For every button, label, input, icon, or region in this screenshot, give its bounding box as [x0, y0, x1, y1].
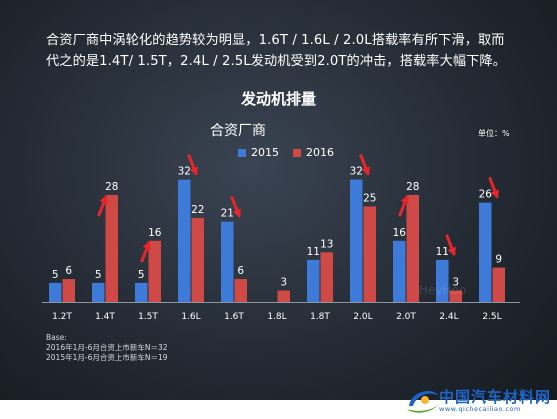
data-label-1.8L-2016: 3	[280, 277, 287, 289]
trend-arrow-2.5L	[488, 177, 500, 199]
bar-1.2T-2015	[49, 282, 62, 302]
logo-url: www.qichecailiao.com	[439, 405, 521, 413]
legend-label-2016: 2016	[306, 146, 334, 159]
legend: 2015 2016	[238, 146, 348, 159]
data-label-1.4T-2015: 5	[95, 269, 102, 281]
data-label-2.0L-2015: 32	[350, 166, 363, 178]
bar-2.5L-2016	[492, 267, 505, 302]
trend-arrow-1.5T	[140, 240, 152, 263]
trend-arrow-2.0T	[398, 195, 410, 217]
site-logo: 中国汽车材料网 www.qichecailiao.com	[405, 382, 555, 416]
bar-1.2T-2016	[62, 279, 75, 302]
unit-note: 单位：%	[478, 129, 510, 138]
tick-label-2.5L: 2.5L	[482, 312, 501, 322]
legend-item-2015: 2015	[238, 146, 279, 159]
legend-item-2016: 2016	[293, 146, 334, 159]
data-label-1.6T-2016: 6	[237, 265, 244, 277]
bar-2.4L-2016	[449, 290, 462, 302]
bar-2.0T-2015	[393, 240, 406, 302]
bar-1.8T-2015	[307, 259, 320, 302]
intro-line-1: 合资厂商中涡轮化的趋势较为明显，1.6T / 1.6L / 2.0L搭载率有所下…	[46, 33, 505, 48]
trend-arrow-1.6T	[230, 196, 242, 218]
chart-subtitle: 合资厂商	[210, 123, 266, 139]
intro-text: 合资厂商中涡轮化的趋势较为明显，1.6T / 1.6L / 2.0L搭载率有所下…	[46, 30, 536, 72]
tick-label-1.6T: 1.6T	[224, 312, 244, 322]
legend-swatch-2016	[293, 148, 301, 157]
bar-1.4T-2016	[105, 194, 118, 302]
data-label-2.0T-2016: 28	[406, 181, 419, 193]
base-note: Base: 2016年1月-6月合资上市新车N＝32 2015年1月-6月合资上…	[46, 333, 168, 363]
data-label-1.5T-2016: 16	[148, 227, 162, 239]
data-label-2.5L-2015: 26	[479, 189, 493, 201]
intro-line-2: 代之的是1.4T/ 1.5T，2.4L / 2.5L发动机受到2.0T的冲击，搭…	[46, 54, 507, 69]
base-heading: Base:	[46, 333, 67, 342]
tick-label-2.0T: 2.0T	[396, 312, 416, 322]
trend-arrow-2.4L	[445, 234, 457, 256]
legend-label-2015: 2015	[251, 146, 279, 159]
bar-1.6L-2015	[178, 179, 191, 302]
bar-1.8T-2016	[320, 252, 333, 302]
data-label-2.5L-2016: 9	[495, 254, 502, 266]
tick-label-1.8T: 1.8T	[310, 312, 330, 322]
data-label-1.2T-2016: 6	[65, 265, 72, 277]
data-label-1.2T-2015: 5	[52, 269, 59, 281]
tick-label-2.4L: 2.4L	[439, 312, 458, 322]
bar-1.6T-2016	[234, 279, 247, 302]
data-label-2.0T-2015: 16	[393, 227, 407, 239]
base-line-2: 2015年1月-6月合资上市新车N＝19	[46, 353, 168, 362]
trend-arrow-2.0L	[359, 154, 371, 176]
tick-label-1.8L: 1.8L	[267, 312, 286, 322]
data-label-1.6L-2016: 22	[191, 204, 204, 216]
data-label-2.0L-2016: 25	[363, 192, 376, 204]
bar-1.4T-2015	[92, 282, 105, 302]
data-label-1.5T-2015: 5	[138, 269, 145, 281]
tick-label-1.6L: 1.6L	[181, 312, 200, 322]
trend-arrow-1.4T	[97, 195, 109, 217]
bar-2.4L-2015	[436, 259, 449, 302]
bar-2.0L-2015	[350, 179, 363, 302]
tick-label-2.0L: 2.0L	[353, 312, 372, 322]
data-label-1.6T-2015: 21	[221, 208, 234, 220]
data-label-1.6L-2015: 32	[178, 166, 191, 178]
data-label-2.4L-2015: 11	[436, 246, 449, 258]
tick-label-1.5T: 1.5T	[138, 312, 158, 322]
logo-name: 中国汽车材料网	[439, 388, 552, 406]
legend-swatch-2015	[238, 148, 246, 157]
data-label-1.8T-2016: 13	[320, 238, 333, 250]
base-line-1: 2016年1月-6月合资上市新车N＝32	[46, 343, 168, 352]
trend-arrow-1.6L	[187, 154, 199, 176]
data-label-2.4L-2016: 3	[452, 277, 459, 289]
bar-1.6T-2015	[221, 221, 234, 302]
bar-2.0L-2016	[363, 206, 376, 302]
tick-label-1.4T: 1.4T	[95, 312, 115, 322]
car-logo-icon	[407, 391, 439, 413]
bar-2.0T-2016	[406, 194, 419, 302]
bar-1.5T-2016	[148, 240, 161, 302]
chart-title: 发动机排量	[240, 90, 316, 108]
bar-1.8L-2016	[277, 290, 290, 302]
data-label-1.4T-2016: 28	[105, 181, 118, 193]
watermark: HeyHoo	[419, 283, 467, 297]
bar-2.5L-2015	[479, 202, 492, 302]
data-label-1.8T-2015: 11	[307, 246, 320, 258]
tick-label-1.2T: 1.2T	[52, 312, 72, 322]
bar-1.6L-2016	[191, 217, 204, 302]
bar-1.5T-2015	[135, 282, 148, 302]
footer-band	[0, 400, 557, 419]
